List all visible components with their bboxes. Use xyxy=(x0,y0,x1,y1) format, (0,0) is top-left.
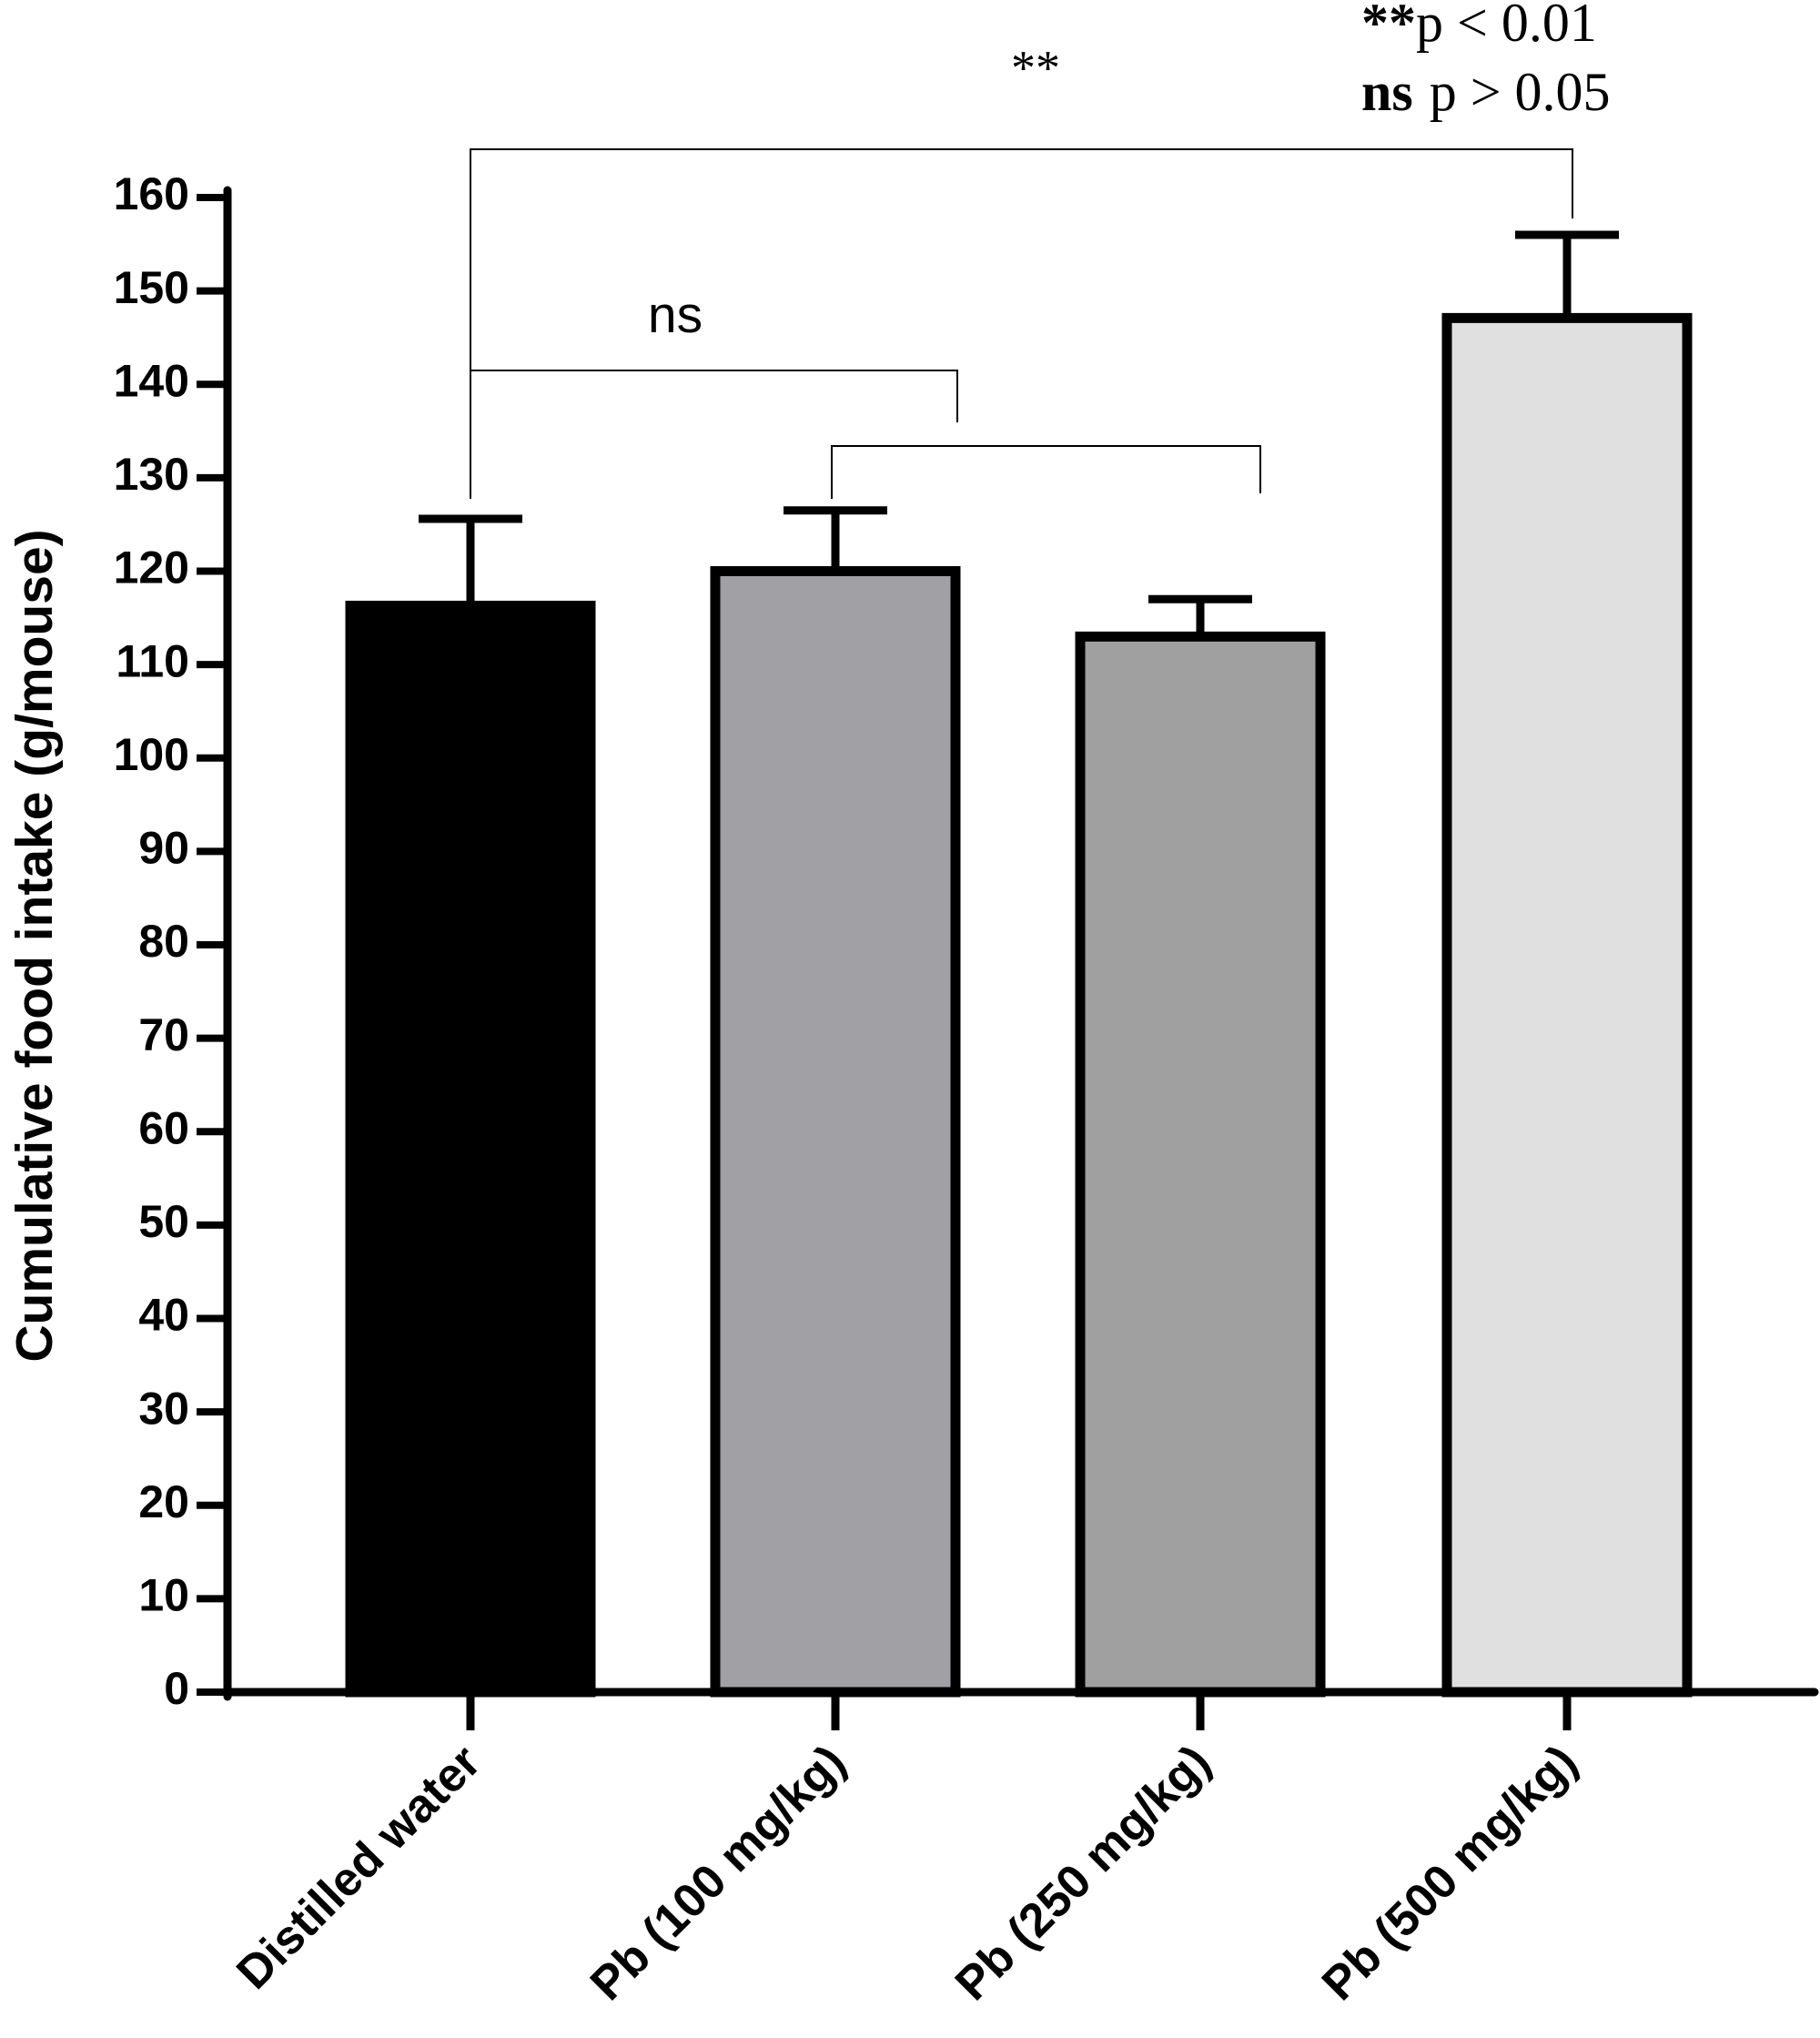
y-tick-label: 140 xyxy=(114,355,189,406)
legend-note: ns p > 0.05 xyxy=(1361,62,1611,122)
x-tick-label: Pb (100 mg/kg) xyxy=(581,1735,856,2011)
y-tick-label: 60 xyxy=(138,1102,189,1153)
significance-bracket xyxy=(831,445,1261,499)
bar xyxy=(1441,312,1693,1698)
note-text: p > 0.05 xyxy=(1430,62,1611,122)
comparison-label: ns xyxy=(648,286,703,344)
significance-bracket xyxy=(470,148,1573,499)
y-tick-label: 90 xyxy=(138,823,189,874)
bar xyxy=(1075,631,1326,1698)
y-tick-label: 110 xyxy=(116,635,189,686)
y-tick-label: 30 xyxy=(138,1383,189,1434)
y-tick-label: 10 xyxy=(138,1570,189,1621)
y-tick-label: 40 xyxy=(138,1290,189,1341)
y-tick-label: 160 xyxy=(114,168,189,219)
bar xyxy=(345,600,596,1698)
y-tick-label: 80 xyxy=(138,916,189,967)
y-tick-label: 150 xyxy=(114,262,189,313)
y-axis-label: Cumulative food intake (g/mouse) xyxy=(5,529,64,1362)
comparison-label: ** xyxy=(1011,40,1060,95)
y-tick-label: 20 xyxy=(138,1476,189,1527)
y-tick-label: 130 xyxy=(114,449,189,500)
y-tick-label: 70 xyxy=(138,1009,189,1060)
y-tick-label: 50 xyxy=(138,1196,189,1247)
x-tick-label: Pb (250 mg/kg) xyxy=(945,1735,1221,2011)
x-tick-label: Distilled water xyxy=(227,1735,490,1999)
y-tick-label: 100 xyxy=(114,729,189,780)
y-tick-label: 120 xyxy=(114,542,189,593)
note-mark: ** xyxy=(1361,0,1416,53)
note-text: p < 0.01 xyxy=(1416,0,1597,53)
note-mark: ns xyxy=(1361,62,1413,122)
x-tick-label: Pb (500 mg/kg) xyxy=(1312,1735,1588,2011)
legend-note: **p < 0.01 xyxy=(1361,0,1597,53)
significance-bracket xyxy=(470,370,958,499)
bar xyxy=(710,566,961,1698)
y-tick-label: 0 xyxy=(164,1663,189,1714)
